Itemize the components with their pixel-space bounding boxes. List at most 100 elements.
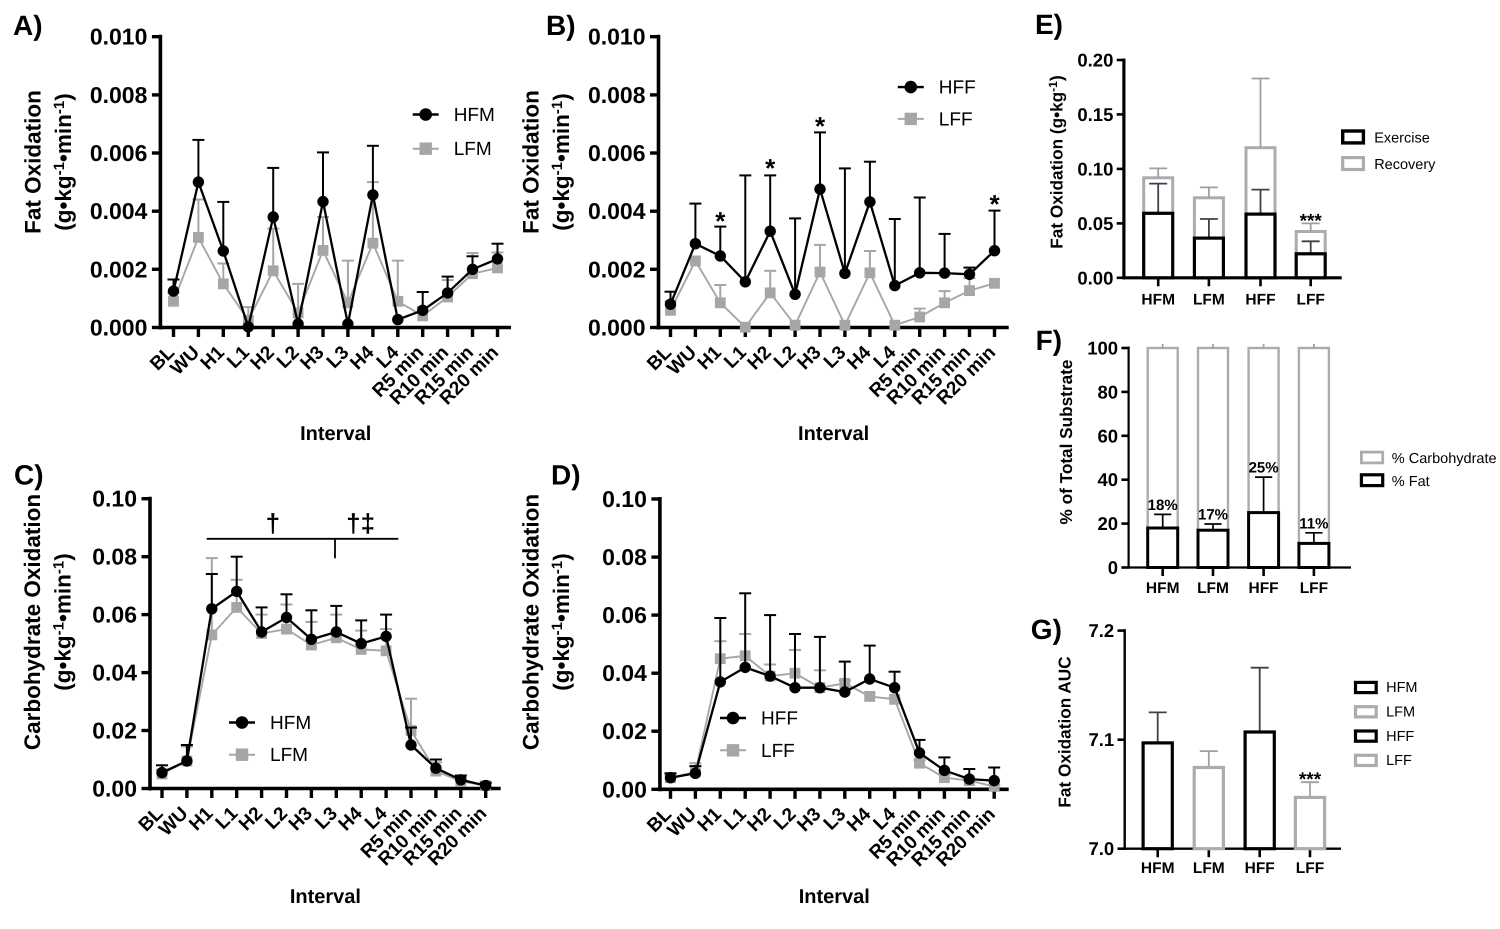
svg-text:Interval: Interval (799, 886, 870, 908)
svg-text:Interval: Interval (798, 423, 869, 445)
svg-text:LFM: LFM (1386, 705, 1415, 721)
svg-text:(g•kg-1•min-1): (g•kg-1•min-1) (549, 93, 574, 230)
svg-text:0.010: 0.010 (90, 24, 148, 50)
svg-text:0.000: 0.000 (90, 315, 148, 341)
svg-text:A): A) (13, 10, 43, 41)
svg-text:18%: 18% (1148, 497, 1178, 514)
svg-text:Fat Oxidation (g•kg-1): Fat Oxidation (g•kg-1) (1046, 75, 1067, 249)
svg-text:0.10: 0.10 (602, 486, 647, 512)
svg-text:HFM: HFM (1386, 680, 1417, 696)
svg-text:Carbohydrate Oxidation: Carbohydrate Oxidation (20, 494, 45, 750)
svg-text:HFM: HFM (1141, 291, 1175, 308)
svg-text:80: 80 (1098, 381, 1119, 402)
svg-text:Interval: Interval (300, 423, 371, 445)
svg-text:Interval: Interval (290, 886, 361, 908)
svg-text:7.0: 7.0 (1088, 838, 1114, 859)
svg-text:Carbohydrate Oxidation: Carbohydrate Oxidation (519, 494, 544, 750)
svg-text:Fat Oxidation: Fat Oxidation (519, 90, 544, 234)
svg-text:0.15: 0.15 (1077, 104, 1113, 125)
svg-text:HFF: HFF (761, 709, 798, 730)
svg-text:100: 100 (1087, 338, 1118, 359)
svg-text:0.08: 0.08 (92, 544, 137, 570)
svg-text:LFF: LFF (939, 109, 973, 130)
svg-text:0.004: 0.004 (90, 198, 148, 224)
svg-text:LFF: LFF (1296, 860, 1324, 877)
svg-text:0.002: 0.002 (588, 256, 646, 282)
svg-text:(g•kg-1•min-1): (g•kg-1•min-1) (51, 93, 76, 230)
svg-text:LFM: LFM (1193, 291, 1225, 308)
svg-text:LFM: LFM (454, 139, 492, 160)
svg-text:0.08: 0.08 (602, 544, 647, 570)
svg-text:17%: 17% (1198, 507, 1228, 524)
svg-text:Exercise: Exercise (1374, 131, 1430, 147)
svg-text:HFF: HFF (1245, 860, 1275, 877)
svg-text:40: 40 (1098, 469, 1119, 490)
svg-text:0.002: 0.002 (90, 256, 148, 282)
svg-text:(g•kg-1•min-1): (g•kg-1•min-1) (51, 553, 76, 690)
svg-text:†‡: †‡ (346, 508, 375, 538)
svg-text:0: 0 (1108, 557, 1118, 578)
svg-text:0.010: 0.010 (588, 24, 646, 50)
svg-text:0.004: 0.004 (588, 198, 646, 224)
svg-text:0.00: 0.00 (92, 776, 137, 802)
svg-text:0.02: 0.02 (92, 718, 137, 744)
svg-text:Recovery: Recovery (1374, 157, 1436, 173)
svg-text:7.1: 7.1 (1088, 729, 1114, 750)
svg-text:LFF: LFF (1300, 580, 1328, 597)
svg-text:% of Total Substrate: % of Total Substrate (1056, 360, 1076, 525)
svg-text:0.06: 0.06 (602, 602, 647, 628)
svg-text:11%: 11% (1299, 515, 1328, 532)
svg-text:25%: 25% (1249, 460, 1279, 477)
svg-text:0.10: 0.10 (1077, 158, 1113, 179)
svg-text:0.20: 0.20 (1077, 50, 1113, 71)
svg-text:***: *** (1299, 770, 1322, 791)
svg-text:% Fat: % Fat (1392, 474, 1430, 490)
svg-text:Fat Oxidation: Fat Oxidation (21, 90, 46, 234)
svg-text:60: 60 (1098, 425, 1119, 446)
svg-text:HFF: HFF (939, 78, 976, 99)
svg-text:***: *** (1300, 211, 1323, 232)
svg-text:LFM: LFM (1193, 860, 1225, 877)
svg-text:LFF: LFF (1296, 291, 1324, 308)
svg-text:Fat Oxidation AUC: Fat Oxidation AUC (1055, 656, 1075, 807)
svg-text:0.10: 0.10 (92, 486, 137, 512)
svg-text:*: * (989, 189, 1000, 219)
svg-text:0.05: 0.05 (1077, 213, 1113, 234)
svg-text:†: † (266, 508, 280, 538)
svg-text:HFM: HFM (1141, 860, 1175, 877)
svg-text:C): C) (14, 460, 44, 491)
svg-text:D): D) (551, 460, 581, 491)
svg-text:G): G) (1031, 614, 1062, 645)
svg-text:*: * (765, 153, 776, 183)
svg-text:0.008: 0.008 (90, 82, 148, 108)
svg-text:0.006: 0.006 (90, 140, 148, 166)
svg-text:0.006: 0.006 (588, 140, 646, 166)
svg-text:7.2: 7.2 (1088, 620, 1114, 641)
svg-text:HFF: HFF (1249, 580, 1279, 597)
svg-text:E): E) (1035, 9, 1063, 40)
svg-text:*: * (815, 111, 826, 141)
svg-text:HFM: HFM (1146, 580, 1180, 597)
svg-text:0.00: 0.00 (1077, 267, 1113, 288)
svg-text:(g•kg-1•min-1): (g•kg-1•min-1) (549, 553, 574, 690)
svg-text:0.008: 0.008 (588, 82, 646, 108)
svg-text:*: * (715, 206, 726, 236)
svg-text:0.02: 0.02 (602, 718, 647, 744)
svg-text:LFM: LFM (1197, 580, 1229, 597)
svg-text:HFM: HFM (454, 105, 495, 126)
svg-text:0.06: 0.06 (92, 602, 137, 628)
svg-text:B): B) (546, 10, 576, 41)
svg-text:HFF: HFF (1245, 291, 1275, 308)
svg-text:LFF: LFF (761, 741, 795, 762)
svg-text:0.000: 0.000 (588, 315, 646, 341)
svg-text:0.04: 0.04 (602, 660, 647, 686)
svg-text:LFF: LFF (1386, 753, 1412, 769)
svg-text:% Carbohydrate: % Carbohydrate (1392, 451, 1497, 467)
svg-text:HFM: HFM (270, 713, 311, 734)
svg-text:HFF: HFF (1386, 729, 1414, 745)
svg-text:0.04: 0.04 (92, 660, 137, 686)
svg-text:20: 20 (1098, 513, 1119, 534)
svg-text:LFM: LFM (270, 745, 308, 766)
svg-text:F): F) (1036, 325, 1062, 356)
svg-text:0.00: 0.00 (602, 776, 647, 802)
